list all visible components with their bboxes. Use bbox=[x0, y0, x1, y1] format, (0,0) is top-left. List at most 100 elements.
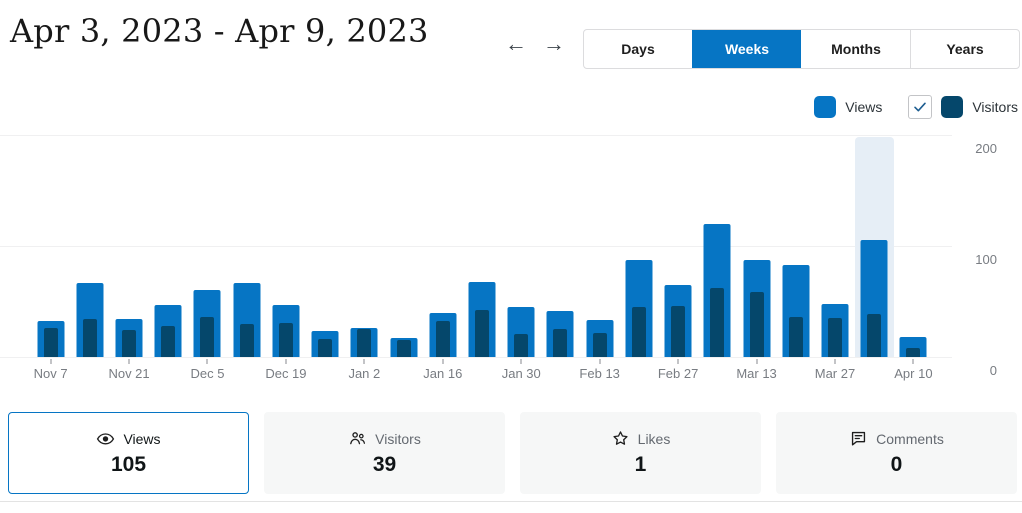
visitors-bar bbox=[122, 330, 137, 357]
x-axis-tick bbox=[363, 359, 366, 364]
x-axis-tick-label: Dec 19 bbox=[265, 366, 307, 381]
visitors-bar bbox=[239, 324, 254, 357]
visitors-bar bbox=[592, 333, 607, 357]
gridline-100 bbox=[0, 246, 952, 247]
x-axis-tick bbox=[677, 359, 680, 364]
chart-week-slot[interactable]: Nov 7 bbox=[31, 135, 70, 381]
checkmark-icon bbox=[914, 102, 927, 112]
x-axis-tick-label: Feb 27 bbox=[657, 366, 699, 381]
chart-week-slot[interactable]: Apr 10 bbox=[894, 135, 933, 381]
visitors-bar bbox=[475, 310, 490, 357]
chart-week-slot[interactable]: Mar 27 bbox=[815, 135, 855, 381]
chart-week-slot[interactable] bbox=[698, 135, 737, 357]
visitors-bar bbox=[749, 292, 764, 357]
chart-plot-area: Nov 7 Nov 21 Dec 5 Dec 19 Jan 2 Jan 16 Jan 30 F… bbox=[31, 135, 933, 381]
visitors-bar bbox=[435, 321, 450, 357]
visitors-bar bbox=[278, 323, 293, 357]
eye-icon bbox=[96, 429, 115, 448]
comment-icon bbox=[849, 429, 868, 448]
views-summary-card[interactable]: Views 105 bbox=[8, 412, 249, 494]
visitors-bar bbox=[318, 339, 333, 357]
x-axis-tick-label: Jan 30 bbox=[501, 366, 541, 381]
visitors-bar bbox=[396, 340, 411, 357]
x-axis-tick bbox=[598, 359, 601, 364]
chart-week-slot[interactable]: Jan 2 bbox=[345, 135, 384, 381]
x-axis-tick bbox=[755, 359, 758, 364]
chart-legend: Views Visitors bbox=[814, 94, 1018, 120]
chart-week-slot[interactable] bbox=[384, 135, 423, 357]
visitors-bar bbox=[161, 326, 176, 357]
y-axis-tick-label: 200 bbox=[975, 141, 997, 156]
date-range-nav: ← → bbox=[505, 33, 565, 55]
tab-days[interactable]: Days bbox=[584, 30, 692, 68]
x-axis-tick bbox=[49, 359, 52, 364]
x-axis-tick-label: Apr 10 bbox=[894, 366, 933, 381]
visitors-bar bbox=[631, 307, 646, 357]
visitors-bar bbox=[553, 329, 568, 357]
chart-week-slot[interactable]: Mar 13 bbox=[736, 135, 777, 381]
tab-months[interactable]: Months bbox=[801, 30, 910, 68]
interval-tab-group: Days Weeks Months Years bbox=[583, 29, 1020, 69]
chart-week-slot[interactable] bbox=[854, 135, 894, 357]
views-legend-swatch bbox=[814, 96, 837, 118]
chart-week-slot[interactable]: Dec 19 bbox=[265, 135, 307, 381]
chart-week-slot[interactable]: Feb 27 bbox=[658, 135, 698, 381]
chart-week-slot[interactable]: Nov 21 bbox=[108, 135, 150, 381]
x-axis-tick-label: Mar 27 bbox=[814, 366, 856, 381]
visitors-bar bbox=[671, 306, 686, 357]
previous-period-button[interactable]: ← bbox=[505, 31, 527, 56]
visitors-summary-card[interactable]: Visitors 39 bbox=[264, 412, 505, 494]
x-axis-tick-label: Mar 13 bbox=[736, 366, 777, 381]
card-label: Comments bbox=[876, 430, 944, 447]
chart-week-slot[interactable]: Jan 30 bbox=[502, 135, 541, 381]
visitors-legend-swatch bbox=[941, 96, 964, 118]
chart-week-slot[interactable]: Feb 13 bbox=[579, 135, 620, 381]
views-legend-label: Views bbox=[845, 99, 883, 115]
tab-weeks[interactable]: Weeks bbox=[692, 30, 801, 68]
card-value: 105 bbox=[110, 453, 147, 477]
comments-summary-card[interactable]: Comments 0 bbox=[776, 412, 1017, 494]
x-axis-tick-label: Jan 16 bbox=[423, 366, 463, 381]
x-axis-tick bbox=[520, 359, 523, 364]
visitors-bar bbox=[82, 319, 97, 357]
chart-week-slot[interactable] bbox=[306, 135, 345, 357]
visitors-bar bbox=[43, 328, 58, 357]
chart-week-slot[interactable] bbox=[227, 135, 266, 357]
next-period-button[interactable]: → bbox=[543, 31, 565, 56]
card-label: Visitors bbox=[375, 430, 421, 447]
chart-week-slot[interactable]: Jan 16 bbox=[423, 135, 462, 381]
weekly-stats-bar-chart: Nov 7 Nov 21 Dec 5 Dec 19 Jan 2 Jan 16 Jan 30 F… bbox=[0, 135, 1022, 395]
x-axis-tick bbox=[441, 359, 444, 364]
visitors-bar bbox=[827, 318, 842, 357]
card-value: 39 bbox=[372, 453, 397, 477]
x-axis-tick bbox=[128, 359, 131, 364]
y-axis-tick-label: 100 bbox=[975, 252, 997, 267]
chart-week-slot[interactable] bbox=[541, 135, 580, 357]
tab-years[interactable]: Years bbox=[910, 30, 1019, 68]
visitors-bar bbox=[200, 317, 215, 357]
page-title: Apr 3, 2023 - Apr 9, 2023 bbox=[10, 12, 429, 50]
chart-week-slot[interactable] bbox=[776, 135, 815, 357]
y-axis-tick-label: 0 bbox=[989, 363, 997, 378]
people-icon bbox=[348, 429, 367, 448]
x-axis-tick-label: Dec 5 bbox=[190, 366, 225, 381]
chart-week-slot[interactable]: Dec 5 bbox=[188, 135, 227, 381]
star-icon bbox=[611, 429, 630, 448]
x-axis-tick-label: Feb 13 bbox=[579, 366, 620, 381]
x-axis-tick bbox=[833, 359, 836, 364]
x-axis-tick bbox=[206, 359, 209, 364]
gridline-200 bbox=[0, 135, 952, 136]
chart-week-slot[interactable] bbox=[70, 135, 109, 357]
chart-week-slot[interactable] bbox=[149, 135, 188, 357]
y-axis-labels: 0 100 200 bbox=[890, 135, 997, 378]
likes-summary-card[interactable]: Likes 1 bbox=[520, 412, 761, 494]
chart-week-slot[interactable] bbox=[462, 135, 501, 357]
visitors-bar bbox=[867, 314, 882, 357]
x-axis-tick-label: Jan 2 bbox=[348, 366, 381, 381]
card-label: Views bbox=[123, 430, 161, 447]
chart-week-slot[interactable] bbox=[619, 135, 658, 357]
visitors-bar bbox=[906, 348, 921, 357]
card-value: 0 bbox=[890, 453, 903, 477]
visitors-checkbox[interactable] bbox=[908, 95, 933, 119]
